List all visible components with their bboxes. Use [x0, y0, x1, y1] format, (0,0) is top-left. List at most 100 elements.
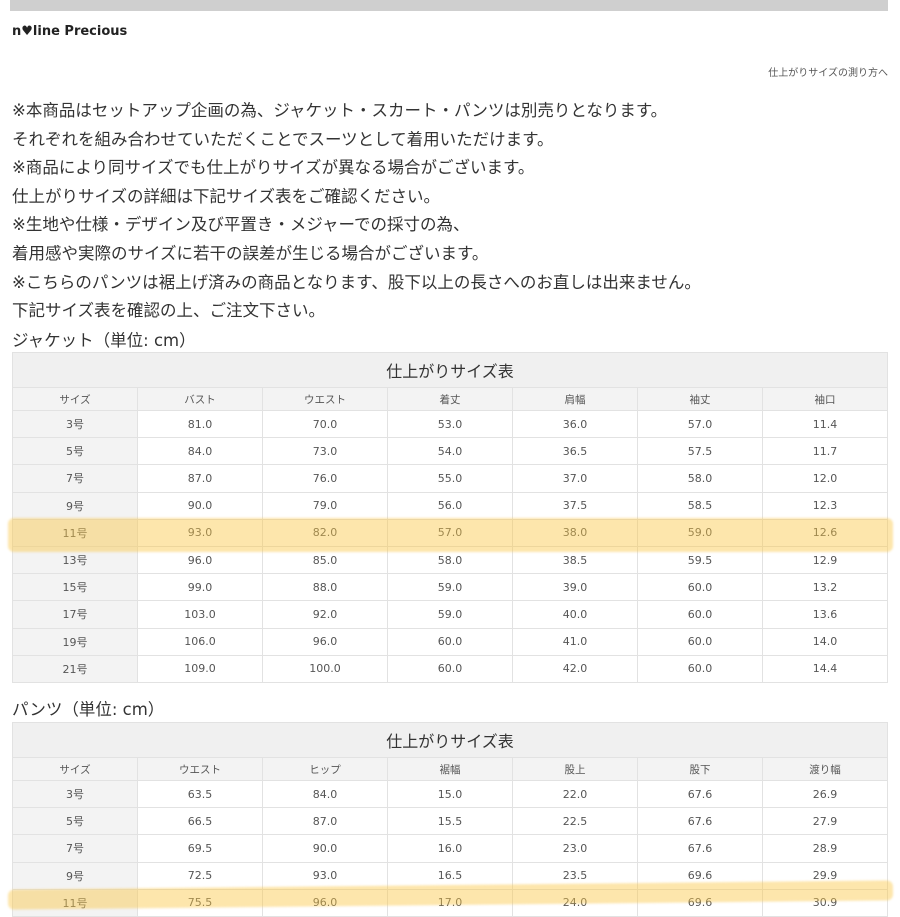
note-line: 着用感や実際のサイズに若干の誤差が生じる場合がございます。: [12, 243, 489, 263]
table-cell: 5号: [12, 807, 138, 836]
table-cell: 30.9: [762, 888, 888, 917]
table-cell: 79.0: [262, 491, 388, 520]
table-row: 9号 72.5 93.0 16.5 23.5 69.6 29.9: [12, 861, 888, 890]
table-cell: 22.0: [512, 779, 638, 809]
table-cell: 109.0: [137, 654, 263, 683]
column-header: ウエスト: [262, 387, 388, 411]
table-cell: 37.5: [512, 491, 638, 520]
table-cell: 66.5: [137, 807, 263, 836]
table-cell: 38.5: [512, 545, 638, 575]
table-cell: 69.5: [137, 834, 263, 863]
table-cell: 67.6: [637, 779, 763, 809]
table-cell: 3号: [12, 409, 138, 439]
table-cell: 58.0: [637, 464, 763, 493]
jacket-label: ジャケット（単位: cm）: [12, 331, 196, 350]
column-header: 渡り幅: [762, 757, 888, 781]
table-cell: 84.0: [137, 437, 263, 466]
table-cell: 12.9: [762, 545, 888, 575]
pants-label: パンツ（単位: cm）: [12, 700, 165, 719]
table-cell: 36.0: [512, 409, 638, 439]
table-cell: 14.0: [762, 627, 888, 656]
table-cell: 12.0: [762, 464, 888, 493]
brand-name: n♥line Precious: [12, 24, 128, 39]
table-cell: 12.3: [762, 491, 888, 520]
table-cell: 82.0: [262, 518, 388, 547]
table-cell: 96.0: [137, 545, 263, 575]
table-cell: 67.6: [637, 807, 763, 836]
table-cell: 22.5: [512, 807, 638, 836]
table-cell: 87.0: [262, 807, 388, 836]
product-notes: ※本商品はセットアップ企画の為、ジャケット・スカート・パンツは別売りとなります。…: [12, 97, 701, 326]
table-row: 11号 93.0 82.0 57.0 38.0 59.0 12.6: [12, 518, 888, 547]
table-cell: 38.0: [512, 518, 638, 547]
table-cell: 81.0: [137, 409, 263, 439]
table-cell: 11.4: [762, 409, 888, 439]
table-cell: 15号: [12, 573, 138, 602]
table-cell: 87.0: [137, 464, 263, 493]
table-cell: 26.9: [762, 779, 888, 809]
table-cell: 7号: [12, 834, 138, 863]
table-cell: 11号: [12, 888, 138, 917]
table-title: 仕上がりサイズ表: [12, 352, 888, 388]
table-cell: 14.4: [762, 654, 888, 683]
table-cell: 41.0: [512, 627, 638, 656]
table-cell: 23.5: [512, 861, 638, 890]
table-cell: 106.0: [137, 627, 263, 656]
table-cell: 54.0: [387, 437, 513, 466]
table-cell: 57.0: [637, 409, 763, 439]
column-header: ヒップ: [262, 757, 388, 781]
table-row: 13号 96.0 85.0 58.0 38.5 59.5 12.9: [12, 545, 888, 575]
table-cell: 60.0: [637, 600, 763, 629]
table-cell: 9号: [12, 491, 138, 520]
table-title: 仕上がりサイズ表: [12, 722, 888, 758]
table-cell: 36.5: [512, 437, 638, 466]
table-cell: 59.5: [637, 545, 763, 575]
table-cell: 5号: [12, 437, 138, 466]
table-cell: 96.0: [262, 627, 388, 656]
table-cell: 85.0: [262, 545, 388, 575]
table-cell: 88.0: [262, 573, 388, 602]
column-header: 裾幅: [387, 757, 513, 781]
table-cell: 37.0: [512, 464, 638, 493]
table-cell: 103.0: [137, 600, 263, 629]
table-cell: 23.0: [512, 834, 638, 863]
table-cell: 59.0: [387, 600, 513, 629]
size-measure-link[interactable]: 仕上がりサイズの測り方へ: [768, 68, 888, 79]
table-cell: 58.0: [387, 545, 513, 575]
table-cell: 53.0: [387, 409, 513, 439]
table-row: 5号 66.5 87.0 15.5 22.5 67.6 27.9: [12, 807, 888, 836]
table-cell: 7号: [12, 464, 138, 493]
table-row: 19号 106.0 96.0 60.0 41.0 60.0 14.0: [12, 627, 888, 656]
table-cell: 58.5: [637, 491, 763, 520]
table-cell: 57.0: [387, 518, 513, 547]
table-cell: 28.9: [762, 834, 888, 863]
column-header: 着丈: [387, 387, 513, 411]
table-row: 7号 69.5 90.0 16.0 23.0 67.6 28.9: [12, 834, 888, 863]
table-cell: 90.0: [137, 491, 263, 520]
table-cell: 16.5: [387, 861, 513, 890]
table-cell: 59.0: [387, 573, 513, 602]
table-cell: 9号: [12, 861, 138, 890]
table-cell: 55.0: [387, 464, 513, 493]
table-cell: 15.5: [387, 807, 513, 836]
table-cell: 60.0: [387, 654, 513, 683]
table-cell: 72.5: [137, 861, 263, 890]
table-cell: 75.5: [137, 888, 263, 917]
table-cell: 16.0: [387, 834, 513, 863]
table-cell: 11.7: [762, 437, 888, 466]
table-cell: 59.0: [637, 518, 763, 547]
table-cell: 92.0: [262, 600, 388, 629]
table-cell: 93.0: [262, 861, 388, 890]
table-cell: 27.9: [762, 807, 888, 836]
table-cell: 67.6: [637, 834, 763, 863]
table-cell: 73.0: [262, 437, 388, 466]
table-cell: 39.0: [512, 573, 638, 602]
column-header: 股上: [512, 757, 638, 781]
table-cell: 56.0: [387, 491, 513, 520]
table-cell: 13.2: [762, 573, 888, 602]
table-cell: 40.0: [512, 600, 638, 629]
table-cell: 70.0: [262, 409, 388, 439]
table-cell: 76.0: [262, 464, 388, 493]
note-line: ※本商品はセットアップ企画の為、ジャケット・スカート・パンツは別売りとなります。: [12, 101, 668, 120]
table-row: 3号 81.0 70.0 53.0 36.0 57.0 11.4: [12, 409, 888, 439]
